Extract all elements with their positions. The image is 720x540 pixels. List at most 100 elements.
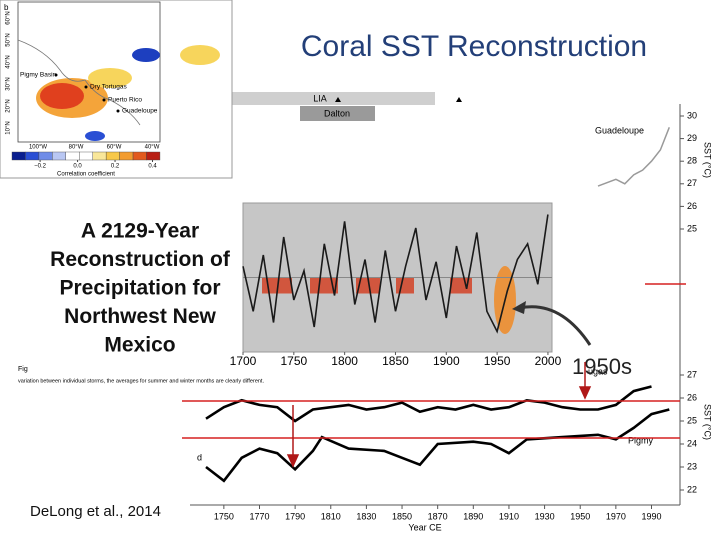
site-label: Guadeloupe — [122, 108, 158, 115]
colorbar-label: Correlation coefficient — [57, 172, 115, 178]
colorbar-tick-label: 0.2 — [111, 164, 120, 170]
slide-text: Coral SST Reconstruction DeLong et al., … — [30, 30, 647, 520]
lat-label: 30°N — [6, 77, 12, 90]
site-label: Puerto Rico — [108, 97, 142, 104]
colorbar-tick-label: 0.0 — [73, 164, 82, 170]
lia-bar — [190, 92, 435, 105]
y-tick-label: 28 — [687, 156, 697, 166]
colorbar-cell — [79, 151, 93, 161]
slide-title: Coral SST Reconstruction — [301, 30, 647, 63]
colorbar-tick-label: 0.4 — [148, 164, 157, 170]
dalton-bar — [300, 106, 375, 121]
inset-title-line: Reconstruction of — [50, 248, 231, 271]
colorbar-cell — [65, 151, 80, 161]
site — [54, 73, 58, 77]
lon-label: 60°W — [107, 145, 122, 151]
site — [84, 85, 88, 89]
y-tick-label: 25 — [687, 415, 697, 425]
anomaly — [180, 45, 220, 65]
drought-shade — [396, 277, 414, 294]
inset-title-line: A 2129-Year — [81, 220, 199, 243]
x-axis-label: Year CE — [408, 522, 441, 532]
citation: DeLong et al., 2014 — [30, 503, 161, 520]
y-tick-label: 23 — [687, 461, 697, 471]
precip-figure: A 2129-Year Reconstruction of Precipitatio… — [0, 202, 632, 400]
y-tick-label: 26 — [687, 392, 697, 402]
fig-label: Fig — [18, 366, 28, 373]
x-tick-label: 1900 — [433, 354, 460, 368]
arrow-head — [512, 301, 526, 314]
callout-arrow — [519, 305, 592, 346]
lon-label: 80°W — [69, 145, 84, 151]
y-tick-label: 22 — [687, 484, 697, 494]
drought-shade — [356, 277, 380, 294]
x-tick-label: 1830 — [356, 511, 376, 521]
x-tick-label: 1970 — [606, 511, 626, 521]
anomaly — [88, 68, 132, 88]
anomaly — [132, 48, 160, 62]
lat-label: 40°N — [6, 55, 12, 68]
series-line — [242, 214, 549, 334]
y-tick-label: 26 — [687, 201, 697, 211]
x-tick-label: 2000 — [535, 354, 562, 368]
coastline — [17, 39, 141, 126]
title-box — [0, 203, 243, 353]
colorbar-cell — [146, 151, 161, 161]
red-arrow — [286, 405, 300, 468]
marker — [456, 97, 462, 102]
colorbar-cell — [119, 151, 134, 161]
x-tick-label: 1750 — [280, 354, 307, 368]
caption: variation between individual storms, the… — [18, 378, 264, 384]
lat-label: 60°N — [6, 11, 12, 24]
y-axis-label: SST (°C) — [703, 404, 713, 440]
colorbar-cell — [11, 151, 26, 161]
series-label: ugas — [588, 366, 608, 376]
panel-label: d — [197, 452, 202, 462]
site — [102, 98, 106, 102]
x-tick-label: 1930 — [535, 511, 555, 521]
series-line — [597, 127, 670, 187]
y-tick-label: 24 — [687, 438, 697, 448]
lon-label: 100°W — [29, 145, 47, 151]
caption-strip — [0, 352, 395, 385]
y-tick-label: 25 — [687, 223, 697, 233]
red-arrow — [578, 362, 592, 400]
x-tick-label: 1890 — [463, 511, 483, 521]
colorbar-tick-label: −0.2 — [34, 164, 47, 170]
x-tick-label: 1910 — [499, 511, 519, 521]
lon-label: 40°W — [145, 145, 160, 151]
colorbar-cell — [92, 151, 107, 161]
y-axis-label: SST (°C) — [703, 142, 713, 178]
colorbar-cell — [38, 151, 53, 161]
site-label: Dry Tortugas — [90, 84, 127, 91]
x-tick-label: 1850 — [392, 511, 412, 521]
lat-label: 50°N — [6, 33, 12, 46]
lat-label: 20°N — [6, 99, 12, 112]
x-tick-label: 1850 — [382, 354, 409, 368]
x-tick-label: 1800 — [331, 354, 358, 368]
y-tick-label: 27 — [687, 369, 697, 379]
x-tick-label: 1810 — [321, 511, 341, 521]
colorbar-cell — [132, 151, 147, 161]
y-tick-label: 29 — [687, 133, 697, 143]
inset-title-line: Mexico — [104, 334, 175, 357]
site-label: Pigmy Basin — [20, 72, 57, 79]
callout: 1950s — [572, 354, 632, 379]
anomaly — [85, 131, 105, 141]
series-line — [205, 385, 652, 423]
marker — [335, 97, 341, 102]
series-line — [205, 408, 670, 483]
panel-label: b — [4, 3, 9, 12]
lat-label: 10°N — [6, 121, 12, 134]
series-label: Guadeloupe — [595, 125, 644, 135]
anomaly — [40, 83, 84, 109]
colorbar-cell — [105, 151, 120, 161]
drought-shade — [450, 277, 472, 294]
y-tick-label: 30 — [687, 110, 697, 120]
x-tick-label: 1790 — [285, 511, 305, 521]
site — [116, 109, 120, 113]
map-figure: b 10°N 20°N 30°N 40°N 50°N 60°N 100°W 80°W 60°W 40… — [0, 0, 233, 179]
x-tick-label: 1700 — [230, 354, 257, 368]
